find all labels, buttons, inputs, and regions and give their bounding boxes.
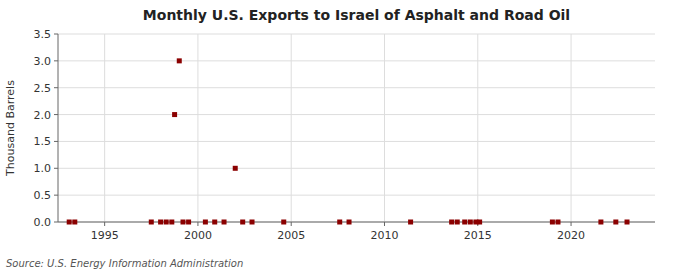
point: [67, 220, 72, 225]
title: Monthly U.S. Exports to Israel of Asphal…: [143, 7, 570, 23]
y-grid-line: [58, 114, 655, 115]
x-tick-label: 2000: [184, 229, 212, 242]
x-tick-label: 2015: [464, 229, 492, 242]
y-tick-label: 2.5: [34, 82, 52, 95]
x-grid-line: [384, 34, 385, 222]
grid: [58, 34, 655, 222]
point: [72, 220, 77, 225]
y-tick-label: 0.0: [34, 216, 52, 229]
y-tick: [54, 87, 58, 88]
x-grid-line: [291, 34, 292, 222]
point: [347, 220, 352, 225]
point: [212, 220, 217, 225]
point: [172, 112, 177, 117]
y-tick: [54, 60, 58, 61]
y-tick-label: 3.5: [34, 28, 52, 41]
point: [477, 220, 482, 225]
point: [158, 220, 163, 225]
point: [149, 220, 154, 225]
point: [222, 220, 227, 225]
x-tick: [384, 222, 385, 226]
x-grid-line: [571, 34, 572, 222]
y-tick: [54, 168, 58, 169]
axes: 0.0 0.5 1.0 1.5 2.0 2.5 3.0 3.5 1995 2000 2005 2010…: [34, 28, 656, 242]
source-note: Source: U.S. Energy Information Administ…: [6, 258, 243, 269]
point: [281, 220, 286, 225]
x-tick-label: 2005: [277, 229, 305, 242]
point: [169, 220, 174, 225]
point: [177, 58, 182, 63]
point: [408, 220, 413, 225]
point: [203, 220, 208, 225]
point: [625, 220, 630, 225]
x-tick: [104, 222, 105, 226]
y-grid-line: [58, 87, 655, 88]
y-tick: [54, 141, 58, 142]
point: [455, 220, 460, 225]
y-tick-label: 2.0: [34, 109, 52, 122]
point: [164, 220, 169, 225]
point: [233, 166, 238, 171]
x-axis-line: [58, 222, 655, 223]
x-tick-label: 2010: [370, 229, 398, 242]
point: [180, 220, 185, 225]
y-tick: [54, 222, 58, 223]
y-tick: [54, 195, 58, 196]
point: [555, 220, 560, 225]
y-axis-label: Thousand Barrels: [4, 80, 17, 177]
x-tick: [197, 222, 198, 226]
y-tick-label: 1.5: [34, 135, 52, 148]
x-grid-line: [104, 34, 105, 222]
point: [550, 220, 555, 225]
y-tick: [54, 34, 58, 35]
y-grid-line: [58, 60, 655, 61]
point: [468, 220, 473, 225]
points: [67, 58, 630, 224]
point: [598, 220, 603, 225]
point: [186, 220, 191, 225]
y-grid-line: [58, 195, 655, 196]
y-tick-label: 3.0: [34, 55, 52, 68]
y-grid-line: [58, 141, 655, 142]
x-tick: [571, 222, 572, 226]
y-tick: [54, 114, 58, 115]
y-grid-line: [58, 34, 655, 35]
y-axis-line: [58, 34, 59, 222]
point: [250, 220, 255, 225]
point: [462, 220, 467, 225]
point: [449, 220, 454, 225]
y-grid-line: [58, 222, 655, 223]
y-tick-label: 1.0: [34, 162, 52, 175]
point: [337, 220, 342, 225]
point: [613, 220, 618, 225]
point: [240, 220, 245, 225]
x-grid-line: [197, 34, 198, 222]
y-tick-label: 0.5: [34, 189, 52, 202]
x-tick-label: 2020: [557, 229, 585, 242]
y-grid-line: [58, 168, 655, 169]
x-tick: [291, 222, 292, 226]
x-tick-label: 1995: [91, 229, 119, 242]
chart: 0.0 0.5 1.0 1.5 2.0 2.5 3.0 3.5 1995 2000 2005 2010…: [0, 0, 675, 275]
x-grid-line: [477, 34, 478, 222]
